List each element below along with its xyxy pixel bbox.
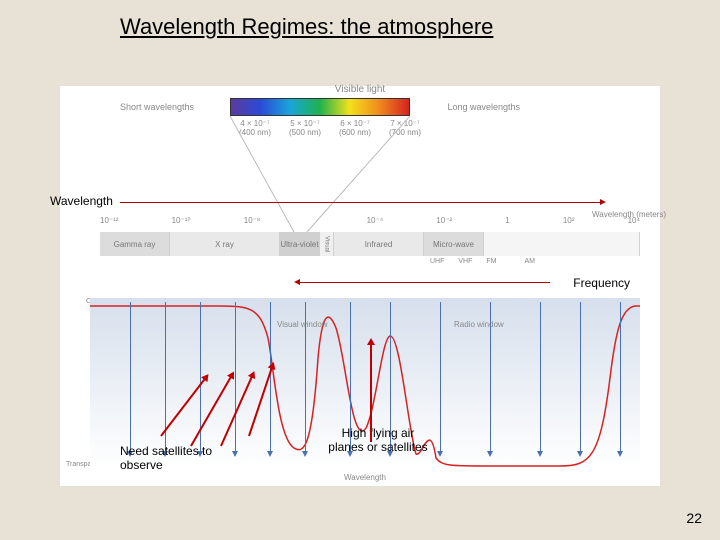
page-number: 22 xyxy=(686,510,702,526)
radio-subband: UHF xyxy=(430,258,444,265)
atmosphere-arrow-down xyxy=(440,302,441,452)
radio-subband: FM xyxy=(486,258,496,265)
wavelength-tick: 1 xyxy=(505,216,509,225)
radio-window-label: Radio window xyxy=(454,320,504,329)
atmosphere-arrow-down xyxy=(270,302,271,452)
em-band: Ultra-violet xyxy=(280,232,320,256)
atmosphere-arrow-down xyxy=(305,302,306,452)
em-band: Gamma ray xyxy=(100,232,170,256)
airplanes-annotation: High flying air planes or satellites xyxy=(328,426,428,455)
wavelength-tick: 10⁴ xyxy=(628,216,640,225)
atmosphere-arrow-down xyxy=(620,302,621,452)
wavelength-tick: 10⁻¹² xyxy=(100,216,118,225)
radio-subband: AM xyxy=(525,258,536,265)
atmosphere-arrow-down xyxy=(130,302,131,452)
wavelength-tick: 10⁻² xyxy=(436,216,452,225)
satellites-annotation: Need satellites to observe xyxy=(120,444,240,473)
wavelength-tick: 10² xyxy=(563,216,575,225)
frequency-label: Frequency xyxy=(573,276,630,290)
em-bands: Gamma rayX rayUltra-violetVisualInfrared… xyxy=(100,232,640,256)
atmosphere-arrow-down xyxy=(580,302,581,452)
frequency-arrow xyxy=(300,282,550,283)
wavelength-tick: 10⁻⁸ xyxy=(244,216,261,225)
plot-x-label: Wavelength xyxy=(344,473,386,482)
wavelength-tick: 10⁻¹⁰ xyxy=(172,216,191,225)
em-band: X ray xyxy=(170,232,280,256)
em-band: Visual xyxy=(320,232,334,256)
diagram: Visible light Short wavelengths Long wav… xyxy=(60,86,660,486)
wavelength-tick: 10⁻⁴ xyxy=(367,216,384,225)
observation-arrow-up xyxy=(370,344,372,442)
radio-subband: VHF xyxy=(458,258,472,265)
em-band: Micro-wave xyxy=(424,232,484,256)
slide-title: Wavelength Regimes: the atmosphere xyxy=(120,14,493,40)
wavelength-arrow xyxy=(120,202,600,203)
em-band xyxy=(484,232,640,256)
atmosphere-arrow-down xyxy=(540,302,541,452)
wavelength-label: Wavelength xyxy=(50,194,113,208)
atmosphere-arrow-down xyxy=(490,302,491,452)
radio-subbands: UHF VHF FM AM xyxy=(430,258,630,265)
wavelength-ticks: 10⁻¹² 10⁻¹⁰ 10⁻⁸ 10⁻⁴ 10⁻² 1 10² 10⁴ xyxy=(100,216,640,225)
visual-window-label: Visual window xyxy=(277,320,328,329)
em-band: Infrared xyxy=(334,232,424,256)
